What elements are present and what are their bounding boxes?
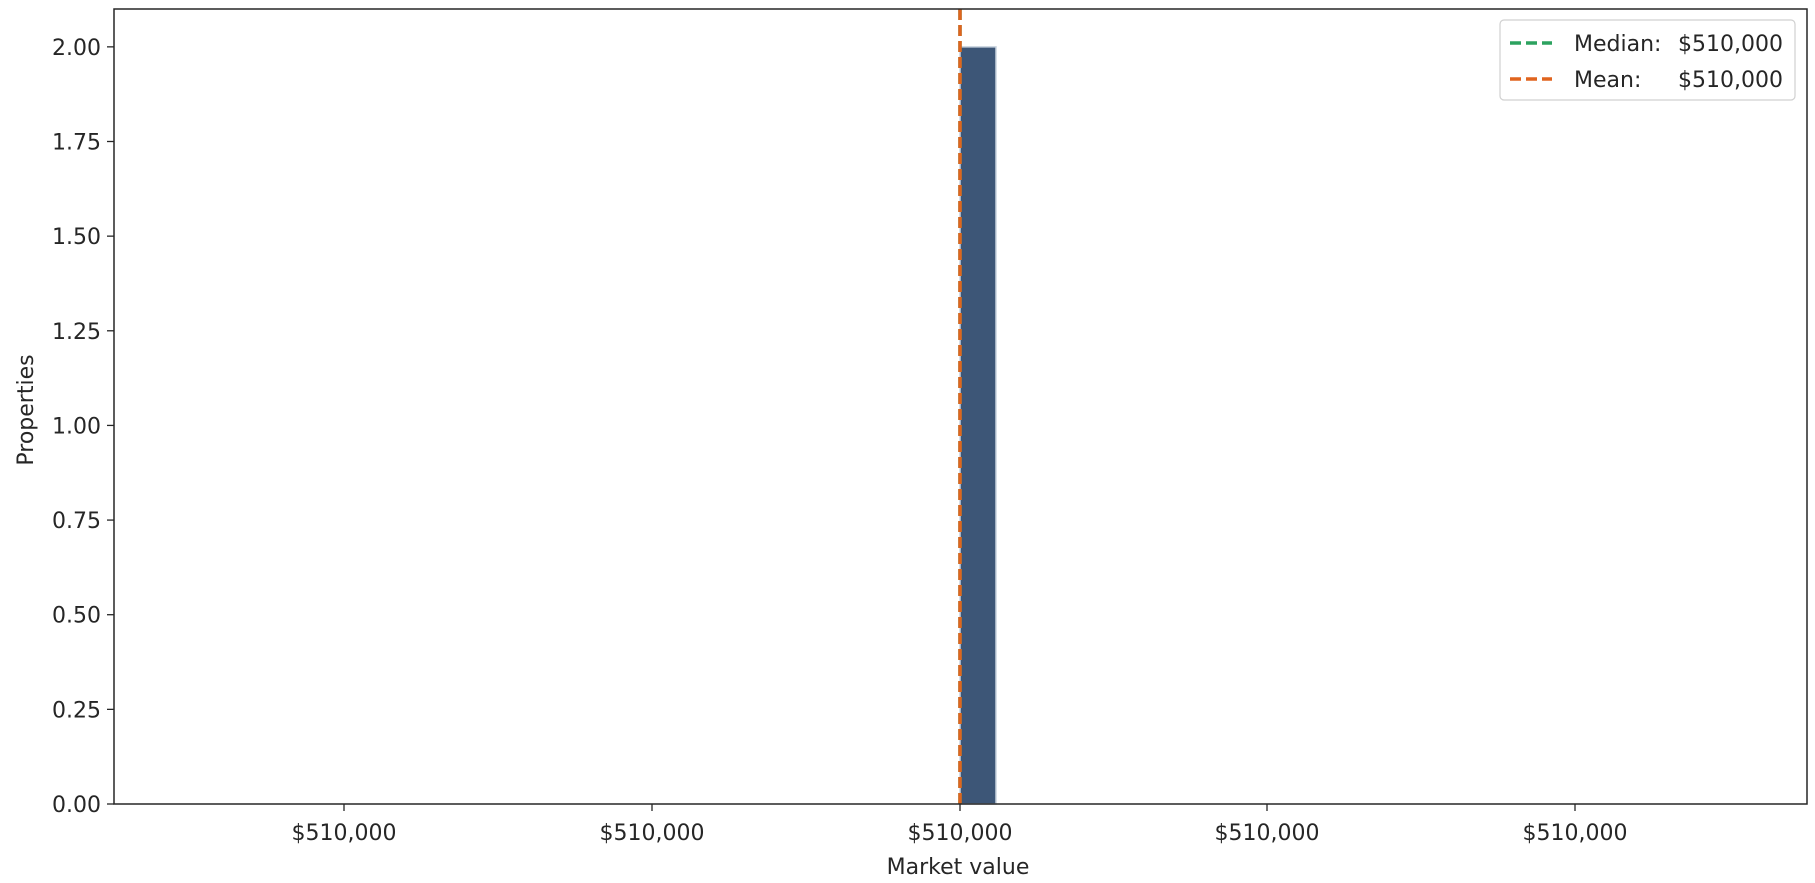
x-tick-label: $510,000 xyxy=(292,821,397,846)
y-tick-label: 0.00 xyxy=(52,793,101,818)
legend-entry-key: Median: xyxy=(1574,32,1661,57)
y-tick-label: 1.25 xyxy=(52,320,101,345)
x-axis: $510,000 $510,000 $510,000 $510,000 $510,000 xyxy=(292,804,1628,846)
legend-box xyxy=(1499,19,1796,101)
x-axis-label: Market value xyxy=(887,855,1030,880)
y-tick-label: 1.00 xyxy=(52,414,101,439)
y-tick-label: 0.25 xyxy=(52,698,101,723)
legend-entry-value: $510,000 xyxy=(1678,68,1783,93)
histogram-bar xyxy=(959,46,997,805)
y-axis-label: Properties xyxy=(14,354,39,465)
y-tick-label: 0.50 xyxy=(52,604,101,629)
y-tick-label: 0.75 xyxy=(52,509,101,534)
y-axis: 0.00 0.25 0.50 0.75 1.00 1.25 1.50 1.75 2.00 xyxy=(52,36,114,818)
x-tick-label: $510,000 xyxy=(908,821,1013,846)
y-tick-label: 1.50 xyxy=(52,225,101,250)
y-tick-label: 1.75 xyxy=(52,131,101,156)
legend-entry-key: Mean: xyxy=(1574,68,1641,93)
legend: Median: $510,000 Mean: $510,000 xyxy=(1499,19,1796,101)
legend-entry-value: $510,000 xyxy=(1678,32,1783,57)
x-tick-label: $510,000 xyxy=(1523,821,1628,846)
x-tick-label: $510,000 xyxy=(1215,821,1320,846)
plot-area xyxy=(113,8,1808,805)
y-tick-label: 2.00 xyxy=(52,36,101,61)
x-tick-label: $510,000 xyxy=(600,821,705,846)
